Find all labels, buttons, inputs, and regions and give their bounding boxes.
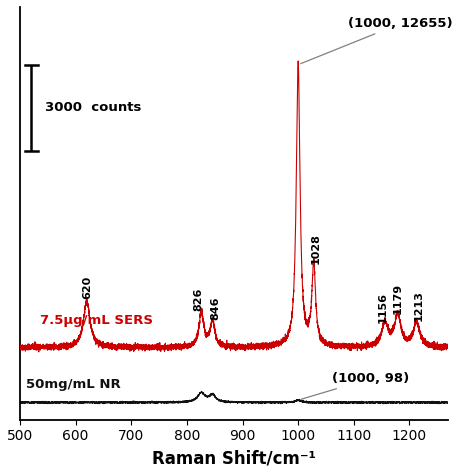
Text: 1028: 1028 bbox=[311, 234, 321, 264]
Text: 7.5μg/mL SERS: 7.5μg/mL SERS bbox=[39, 314, 153, 328]
Text: 3000  counts: 3000 counts bbox=[45, 101, 141, 115]
Text: 50mg/mL NR: 50mg/mL NR bbox=[26, 378, 120, 391]
X-axis label: Raman Shift/cm⁻¹: Raman Shift/cm⁻¹ bbox=[152, 449, 316, 467]
Text: 1156: 1156 bbox=[378, 292, 388, 323]
Text: 620: 620 bbox=[82, 276, 92, 299]
Text: 846: 846 bbox=[211, 296, 221, 320]
Text: 1213: 1213 bbox=[414, 291, 424, 321]
Text: 826: 826 bbox=[193, 288, 203, 311]
Text: 1179: 1179 bbox=[392, 283, 403, 314]
Text: (1000, 12655): (1000, 12655) bbox=[301, 17, 453, 64]
Text: (1000, 98): (1000, 98) bbox=[301, 372, 409, 400]
